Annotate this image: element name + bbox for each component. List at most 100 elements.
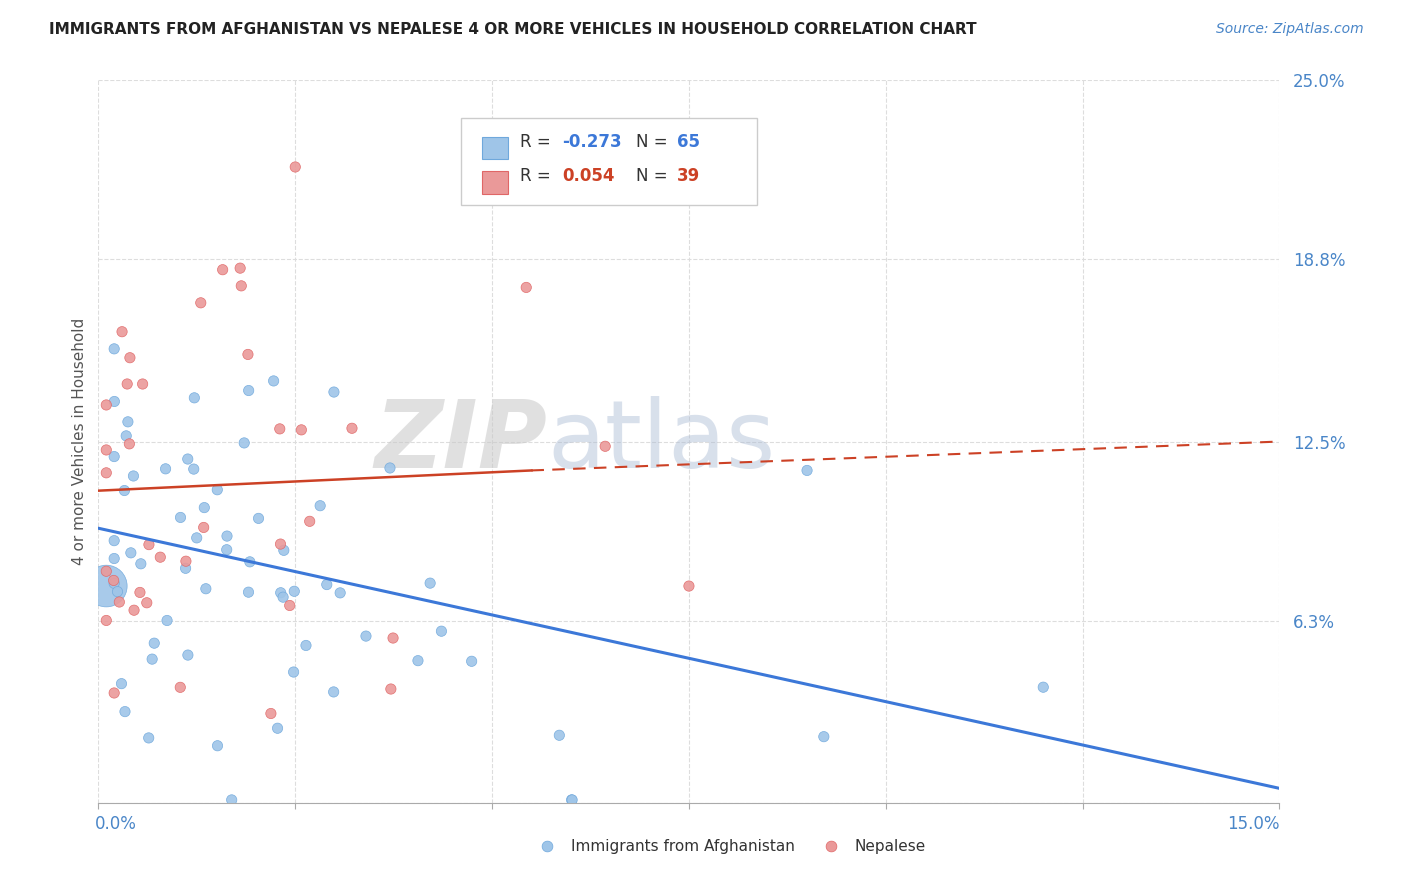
Point — [110, 676, 132, 690]
Point — [207, 483, 229, 497]
Point — [193, 520, 215, 534]
Point — [378, 461, 401, 475]
FancyBboxPatch shape — [482, 136, 508, 160]
Point — [96, 398, 118, 412]
Point — [283, 665, 305, 679]
Text: N =: N = — [636, 133, 672, 151]
Point — [593, 439, 616, 453]
Point — [284, 160, 307, 174]
Point — [141, 652, 163, 666]
Y-axis label: 4 or more Vehicles in Household: 4 or more Vehicles in Household — [72, 318, 87, 566]
Point — [215, 529, 238, 543]
Point — [96, 579, 118, 593]
Point — [271, 590, 294, 604]
Text: -0.273: -0.273 — [562, 133, 623, 151]
Point — [270, 586, 292, 600]
Point — [108, 595, 131, 609]
Point — [329, 586, 352, 600]
Point — [103, 576, 125, 591]
Point — [143, 636, 166, 650]
Point — [260, 706, 283, 721]
Point — [129, 557, 152, 571]
Point — [183, 391, 205, 405]
Point — [186, 531, 208, 545]
FancyBboxPatch shape — [482, 171, 508, 194]
Point — [406, 654, 429, 668]
Point — [177, 452, 200, 467]
Point — [266, 721, 288, 735]
Point — [211, 262, 233, 277]
Point — [190, 295, 212, 310]
Point — [115, 376, 138, 391]
Point — [236, 347, 259, 361]
Point — [169, 681, 191, 695]
FancyBboxPatch shape — [461, 118, 758, 205]
Point — [96, 466, 118, 480]
Point — [340, 421, 363, 435]
Point — [156, 614, 179, 628]
Point — [138, 731, 160, 745]
Text: 39: 39 — [678, 167, 700, 186]
Point — [174, 554, 197, 568]
Point — [194, 582, 217, 596]
Text: N =: N = — [636, 167, 672, 186]
Point — [193, 500, 215, 515]
Point — [96, 614, 118, 628]
Text: 65: 65 — [678, 133, 700, 151]
Point — [111, 325, 134, 339]
Text: IMMIGRANTS FROM AFGHANISTAN VS NEPALESE 4 OR MORE VEHICLES IN HOUSEHOLD CORRELAT: IMMIGRANTS FROM AFGHANISTAN VS NEPALESE … — [49, 22, 977, 37]
Point — [107, 584, 129, 599]
Text: ZIP: ZIP — [374, 395, 547, 488]
Point — [129, 585, 152, 599]
Text: 0.0%: 0.0% — [94, 815, 136, 833]
Point — [322, 685, 344, 699]
Point — [233, 436, 256, 450]
Point — [114, 705, 136, 719]
Point — [215, 542, 238, 557]
Point — [380, 681, 402, 696]
Point — [298, 514, 321, 528]
Point — [120, 546, 142, 560]
Point — [138, 538, 160, 552]
Point — [207, 739, 229, 753]
Point — [273, 543, 295, 558]
Point — [169, 510, 191, 524]
Text: 15.0%: 15.0% — [1227, 815, 1279, 833]
Point — [149, 550, 172, 565]
Point — [122, 469, 145, 483]
Point — [221, 793, 243, 807]
Point — [382, 631, 405, 645]
Point — [813, 730, 835, 744]
Point — [269, 537, 291, 551]
Point — [103, 450, 125, 464]
Point — [114, 483, 136, 498]
Point — [118, 351, 141, 365]
Point — [295, 639, 318, 653]
Point — [103, 342, 125, 356]
Point — [430, 624, 453, 639]
Point — [283, 584, 305, 599]
Point — [263, 374, 285, 388]
Text: atlas: atlas — [547, 395, 776, 488]
Point — [315, 577, 337, 591]
Point — [135, 596, 157, 610]
Point — [1032, 680, 1054, 694]
Point — [290, 423, 312, 437]
Point — [460, 654, 482, 668]
Text: Nepalese: Nepalese — [855, 838, 925, 854]
Point — [103, 551, 125, 566]
Point — [174, 561, 197, 575]
Point — [229, 261, 252, 276]
Point — [678, 579, 700, 593]
Text: R =: R = — [520, 133, 555, 151]
Text: Immigrants from Afghanistan: Immigrants from Afghanistan — [571, 838, 794, 854]
Point — [231, 278, 253, 293]
Point — [115, 429, 138, 443]
Point — [309, 499, 332, 513]
Point — [183, 462, 205, 476]
Point — [96, 442, 118, 457]
Point — [117, 415, 139, 429]
Point — [247, 511, 270, 525]
Point — [354, 629, 377, 643]
Point — [796, 463, 818, 477]
